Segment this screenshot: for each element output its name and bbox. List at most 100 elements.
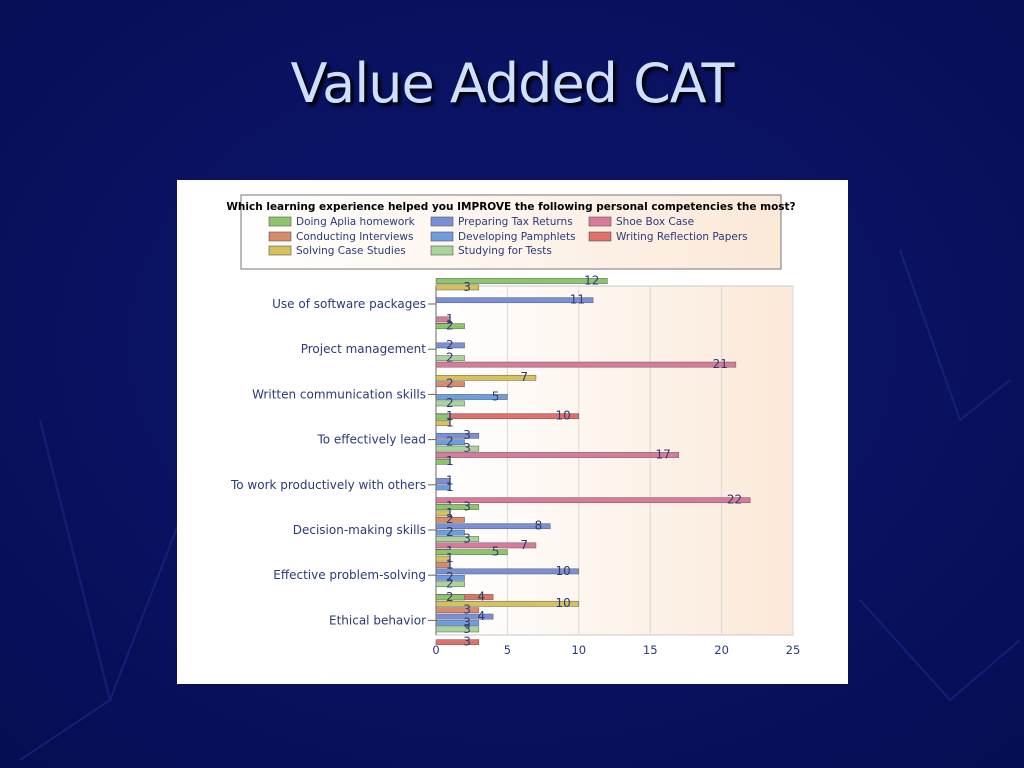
data-label: 5 bbox=[492, 389, 500, 403]
data-label: 2 bbox=[446, 396, 454, 410]
bar bbox=[435, 342, 465, 349]
bar bbox=[435, 278, 608, 284]
data-label: 21 bbox=[713, 357, 728, 371]
category-label: To effectively lead bbox=[316, 433, 426, 447]
bar bbox=[435, 445, 480, 452]
data-label: 3 bbox=[463, 441, 471, 455]
data-label: 3 bbox=[463, 622, 471, 636]
bar bbox=[435, 504, 480, 510]
bar bbox=[435, 516, 465, 523]
bar bbox=[435, 400, 465, 407]
bar bbox=[435, 600, 580, 607]
data-label: 1 bbox=[446, 480, 454, 494]
chart-title: Which learning experience helped you IMP… bbox=[226, 201, 795, 213]
bar bbox=[435, 484, 451, 491]
bar bbox=[435, 523, 551, 530]
data-label: 2 bbox=[446, 319, 454, 333]
data-label: 2 bbox=[446, 512, 454, 526]
data-label: 3 bbox=[463, 603, 471, 617]
data-label: 12 bbox=[584, 273, 599, 287]
category-label: To work productively with others bbox=[230, 478, 426, 492]
legend-swatch bbox=[268, 216, 292, 227]
data-label: 7 bbox=[520, 538, 528, 552]
bar bbox=[435, 639, 480, 646]
bar bbox=[435, 381, 465, 388]
legend-label: Studying for Tests bbox=[458, 245, 552, 257]
bar bbox=[435, 297, 594, 304]
category-label: Decision-making skills bbox=[293, 523, 426, 537]
data-label: 1 bbox=[446, 454, 454, 468]
category-label: Ethical behavior bbox=[329, 613, 426, 627]
bar bbox=[435, 549, 508, 556]
legend-label: Shoe Box Case bbox=[616, 216, 694, 228]
bar bbox=[435, 568, 580, 575]
data-label: 1 bbox=[446, 409, 454, 423]
legend: Doing Aplia homework Preparing Tax Return… bbox=[268, 216, 748, 257]
plot-area bbox=[435, 285, 794, 636]
bar bbox=[435, 555, 451, 562]
data-label: 2 bbox=[446, 570, 454, 584]
bar bbox=[435, 432, 480, 439]
category-label: Effective problem-solving bbox=[273, 568, 426, 582]
bar bbox=[435, 355, 465, 362]
bar bbox=[435, 439, 465, 446]
data-label: 4 bbox=[477, 609, 485, 623]
x-tick-label: 20 bbox=[714, 643, 729, 657]
bar bbox=[435, 542, 537, 549]
bar bbox=[435, 594, 465, 601]
data-label: 7 bbox=[520, 370, 528, 384]
bar bbox=[435, 413, 451, 420]
legend-swatch bbox=[588, 231, 612, 242]
legend-swatch bbox=[268, 231, 292, 242]
x-tick-label: 0 bbox=[432, 643, 439, 657]
bar bbox=[435, 574, 465, 581]
bars: 1231111222217252101132317111122131282371… bbox=[435, 273, 751, 649]
legend-label: Doing Aplia homework bbox=[296, 216, 416, 228]
bar bbox=[435, 478, 451, 484]
data-label: 2 bbox=[446, 590, 454, 604]
category-label: Written communication skills bbox=[252, 387, 426, 401]
data-label: 11 bbox=[570, 293, 585, 307]
legend-swatch bbox=[268, 245, 292, 256]
data-label: 3 bbox=[463, 615, 471, 629]
bar bbox=[435, 613, 494, 620]
data-label: 2 bbox=[446, 525, 454, 539]
data-label: 8 bbox=[535, 519, 543, 533]
data-label: 1 bbox=[446, 312, 454, 326]
bar bbox=[435, 626, 480, 633]
bar bbox=[435, 316, 451, 323]
data-label: 10 bbox=[556, 409, 571, 423]
data-label: 3 bbox=[463, 499, 471, 513]
legend-swatch bbox=[430, 216, 454, 227]
bar bbox=[435, 452, 680, 458]
bar bbox=[435, 529, 465, 536]
legend-swatch bbox=[430, 231, 454, 242]
legend-box bbox=[240, 194, 782, 270]
bar bbox=[435, 581, 465, 588]
x-tick-label: 5 bbox=[504, 643, 511, 657]
legend-label: Solving Case Studies bbox=[296, 245, 406, 257]
data-label: 2 bbox=[446, 435, 454, 449]
data-label: 17 bbox=[655, 447, 670, 461]
x-tick-label: 25 bbox=[786, 643, 801, 657]
bar bbox=[435, 510, 451, 517]
slide-title: Value Added CAT bbox=[290, 52, 734, 115]
bar bbox=[435, 420, 451, 426]
bar bbox=[435, 394, 508, 400]
data-label: 1 bbox=[446, 506, 454, 520]
data-label: 3 bbox=[463, 531, 471, 545]
data-label: 2 bbox=[446, 577, 454, 591]
data-label: 4 bbox=[477, 589, 485, 603]
bar bbox=[435, 374, 537, 381]
bar bbox=[435, 361, 737, 368]
bar bbox=[435, 284, 480, 291]
data-label: 3 bbox=[463, 280, 471, 294]
legend-label: Writing Reflection Papers bbox=[616, 231, 748, 243]
legend-swatch bbox=[588, 216, 612, 227]
category-labels: Use of software packages Project manageme… bbox=[230, 297, 436, 627]
bar bbox=[435, 620, 480, 626]
chart-panel: Which learning experience helped you IMP… bbox=[177, 180, 848, 684]
data-label: 2 bbox=[446, 351, 454, 365]
legend-swatch bbox=[430, 245, 454, 256]
bar bbox=[435, 458, 451, 465]
